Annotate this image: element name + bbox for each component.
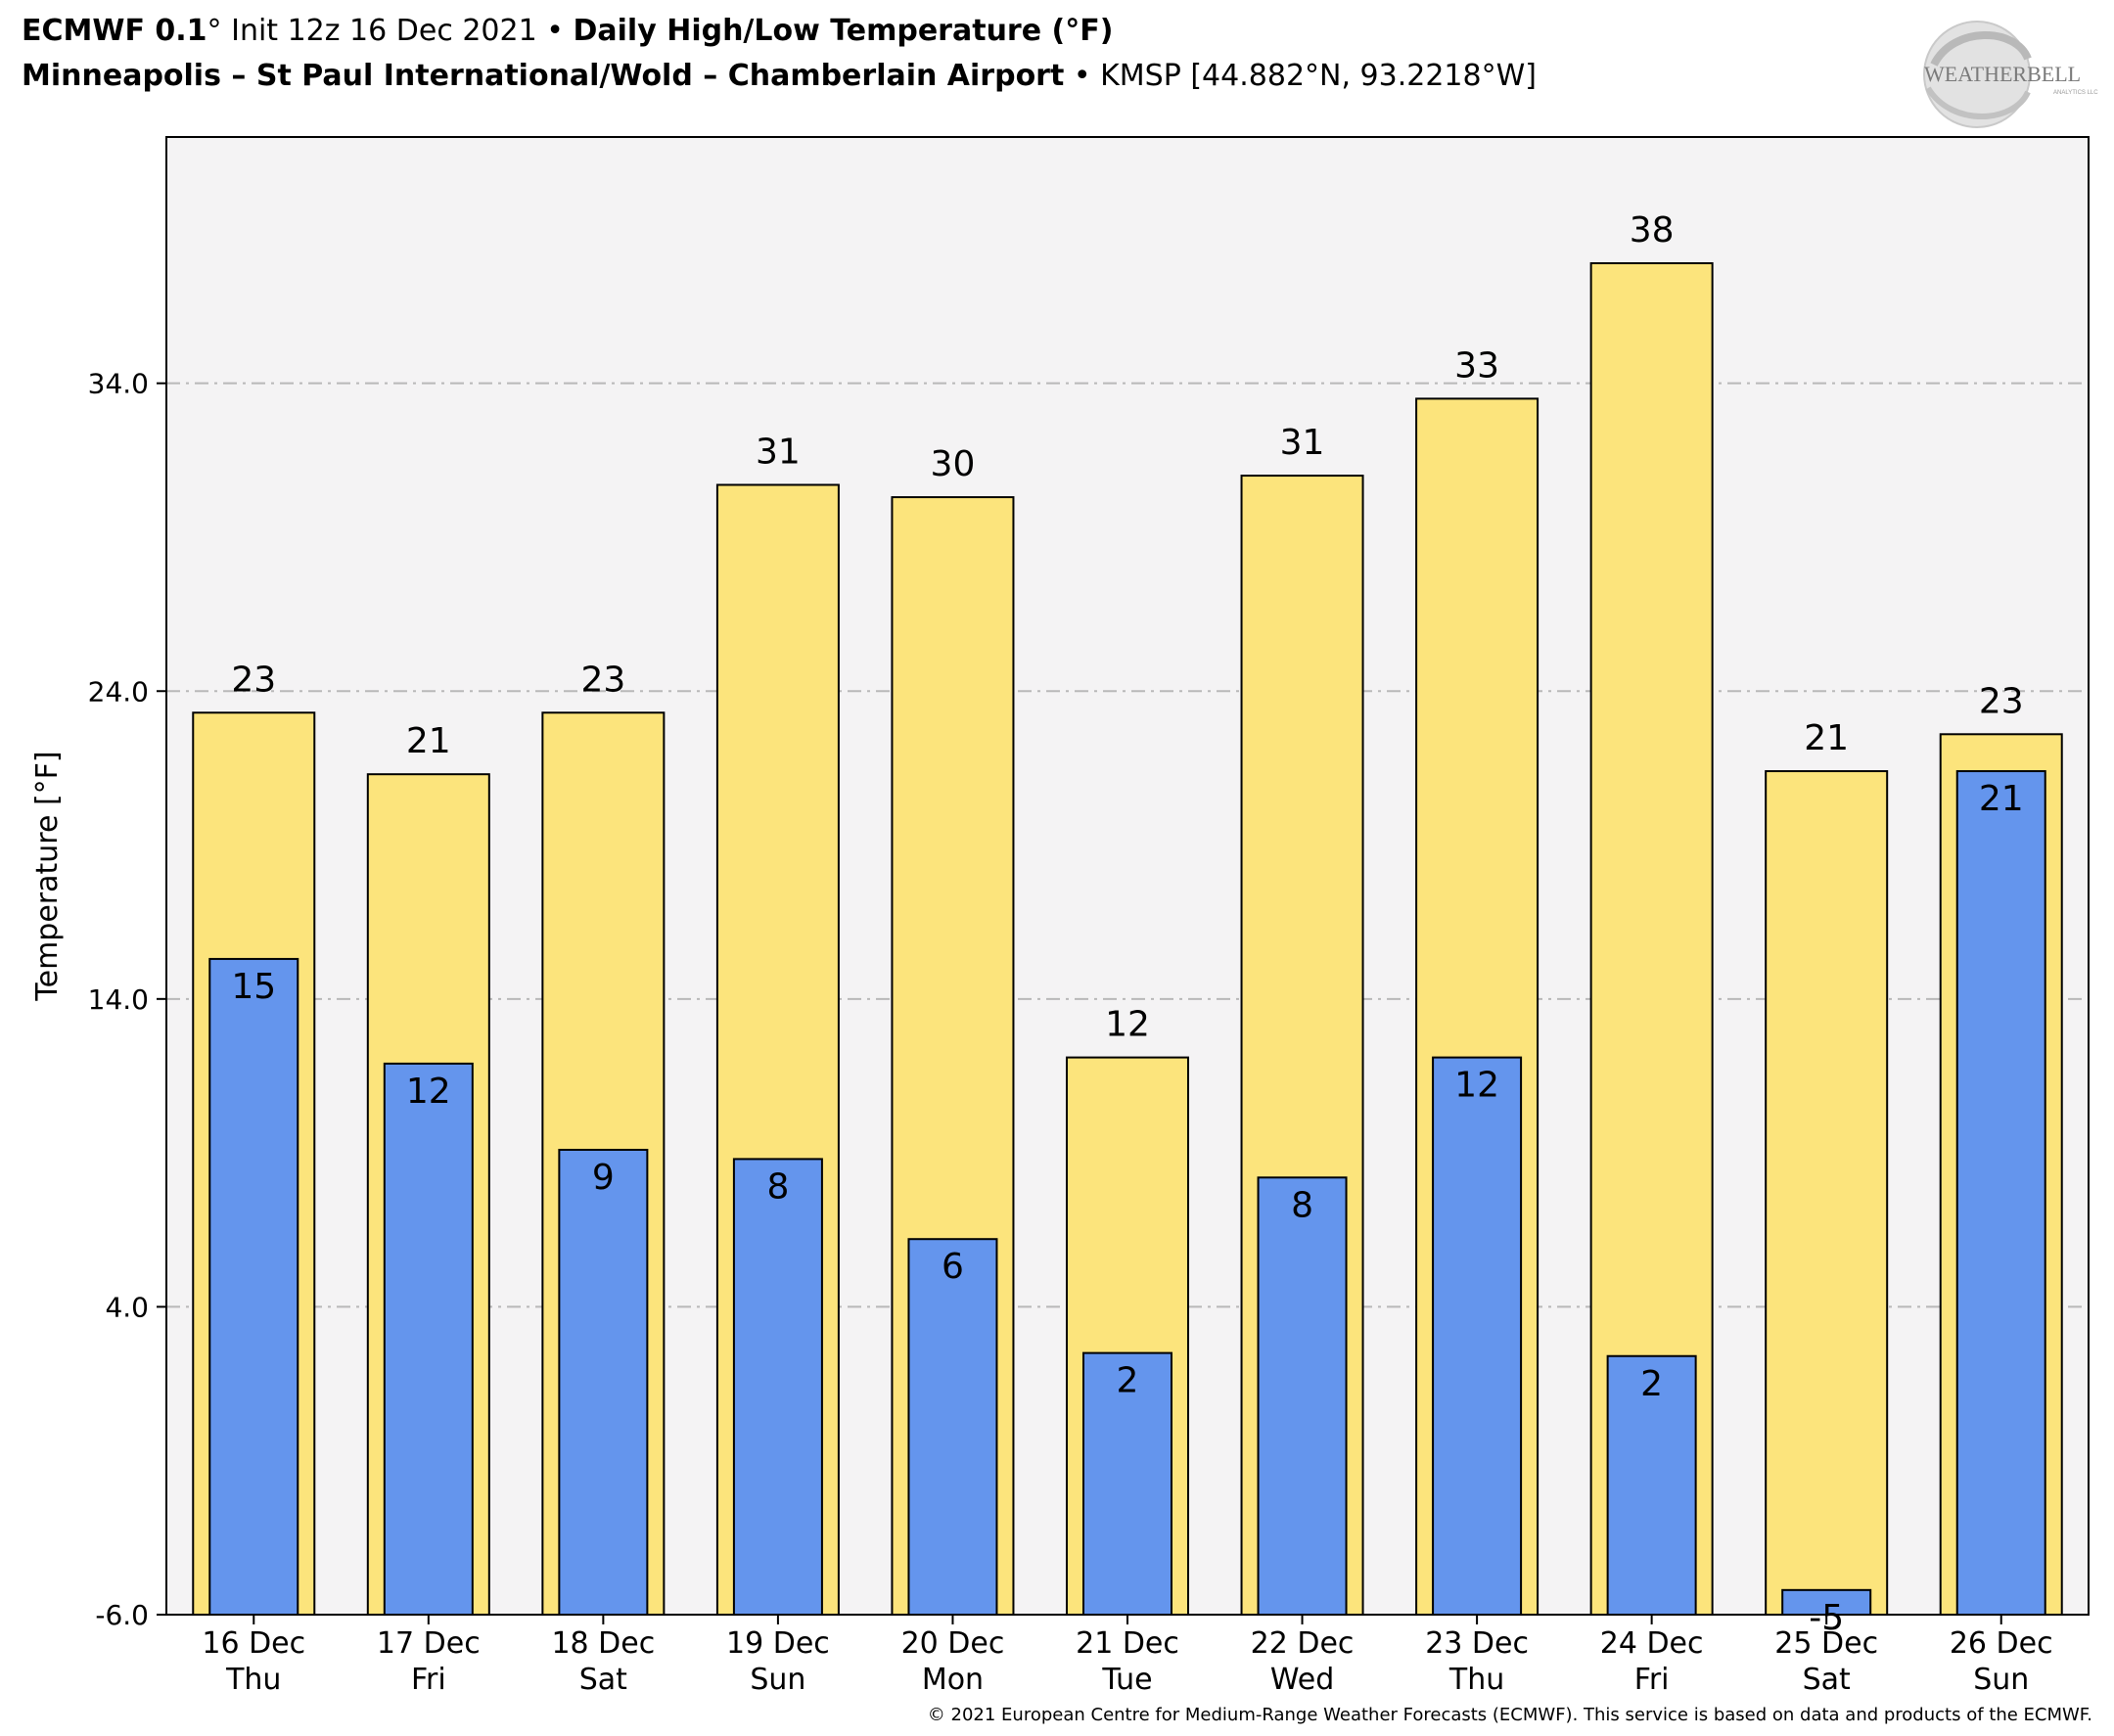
low-temp-bar: [732, 1158, 823, 1616]
station-id: KMSP [44.882°N, 93.2218°W]: [1100, 59, 1537, 93]
x-tick-label-day: Mon: [922, 1663, 984, 1697]
high-temp-label: 12: [1105, 1005, 1150, 1045]
x-tick-label-date: 24 Dec: [1600, 1626, 1704, 1661]
x-tick-label-day: Fri: [411, 1663, 446, 1697]
title-bullet: •: [546, 14, 564, 48]
low-temp-label: 21: [1979, 779, 2024, 819]
init-time: Init 12z 16 Dec 2021: [231, 14, 537, 48]
y-tick-label: 4.0: [105, 1291, 149, 1323]
low-temp-bar: [907, 1238, 998, 1617]
high-temp-label: 21: [406, 721, 451, 761]
x-tick-label-day: Sun: [1973, 1663, 2029, 1697]
x-tick-label-day: Sat: [1803, 1663, 1851, 1697]
logo-subtext: ANALYTICS LLC: [2053, 90, 2098, 96]
x-tick-label-day: Sat: [579, 1663, 627, 1697]
model-name: ECMWF 0.1: [22, 14, 207, 48]
y-tick-label: 14.0: [88, 983, 149, 1016]
x-tick-label-date: 17 Dec: [377, 1626, 481, 1661]
y-tick-label: -6.0: [95, 1599, 149, 1631]
low-temp-bar: [208, 957, 299, 1616]
low-temp-bar: [383, 1062, 474, 1617]
high-temp-label: 30: [931, 444, 976, 484]
x-tick-label-date: 16 Dec: [202, 1626, 305, 1661]
low-temp-bar: [1955, 770, 2046, 1616]
low-temp-label: 12: [406, 1072, 451, 1112]
high-temp-label: 21: [1804, 718, 1849, 758]
x-tick-label-day: Wed: [1270, 1663, 1334, 1697]
x-tick-label-date: 25 Dec: [1774, 1626, 1878, 1661]
low-temp-label: 12: [1454, 1066, 1499, 1106]
copyright-footer: © 2021 European Centre for Medium-Range …: [927, 1705, 2092, 1725]
chart-title: ECMWF 0.1° Init 12z 16 Dec 2021 • Daily …: [22, 14, 1113, 48]
low-temp-label: 6: [942, 1247, 964, 1287]
low-temp-bar: [558, 1148, 649, 1616]
x-tick-label-date: 19 Dec: [726, 1626, 830, 1661]
low-temp-bar: [1257, 1176, 1348, 1616]
high-temp-label: 23: [1979, 681, 2024, 721]
high-temp-label: 23: [231, 660, 276, 700]
chart-subtitle: Minneapolis – St Paul International/Wold…: [22, 59, 1537, 93]
x-tick-label-date: 20 Dec: [901, 1626, 1005, 1661]
high-temp-label: 38: [1630, 210, 1675, 251]
x-tick-label-date: 21 Dec: [1076, 1626, 1179, 1661]
low-temp-label: 8: [1291, 1185, 1313, 1225]
x-tick-label-day: Thu: [1448, 1663, 1504, 1697]
station-name: Minneapolis – St Paul International/Wold…: [22, 59, 1065, 93]
y-axis-label: Temperature [°F]: [30, 751, 65, 1001]
low-temp-bar: [1606, 1354, 1697, 1616]
high-temp-label: 31: [756, 432, 801, 472]
y-tick-label: 24.0: [88, 675, 149, 708]
low-temp-label: 2: [1117, 1361, 1139, 1401]
weatherbell-logo: WEATHERBELL ANALYTICS LLC: [1923, 21, 2098, 128]
logo-text: WEATHERBELL: [1924, 62, 2081, 86]
x-tick-label-day: Sun: [750, 1663, 805, 1697]
high-temp-label: 23: [580, 660, 625, 700]
x-tick-label-day: Tue: [1101, 1663, 1152, 1697]
subtitle-bullet: •: [1073, 59, 1091, 93]
low-temp-label: 8: [766, 1166, 789, 1207]
y-tick-label: 34.0: [88, 368, 149, 400]
x-tick-label-day: Fri: [1634, 1663, 1670, 1697]
low-temp-label: 9: [592, 1158, 615, 1198]
high-temp-label: 31: [1280, 423, 1325, 463]
high-temp-bar: [1765, 770, 1889, 1616]
x-tick-label-date: 22 Dec: [1251, 1626, 1355, 1661]
low-temp-bar: [1432, 1056, 1523, 1616]
x-tick-label-date: 18 Dec: [551, 1626, 655, 1661]
low-temp-label: 15: [231, 967, 276, 1007]
product-name: Daily High/Low Temperature (°F): [573, 14, 1114, 48]
high-temp-label: 33: [1454, 345, 1499, 386]
model-unit: °: [207, 14, 222, 48]
low-temp-bar: [1082, 1351, 1172, 1616]
low-temp-label: 2: [1640, 1364, 1663, 1404]
x-tick-label-date: 23 Dec: [1425, 1626, 1529, 1661]
x-tick-label-day: Thu: [225, 1663, 281, 1697]
x-tick-label-date: 26 Dec: [1950, 1626, 2053, 1661]
